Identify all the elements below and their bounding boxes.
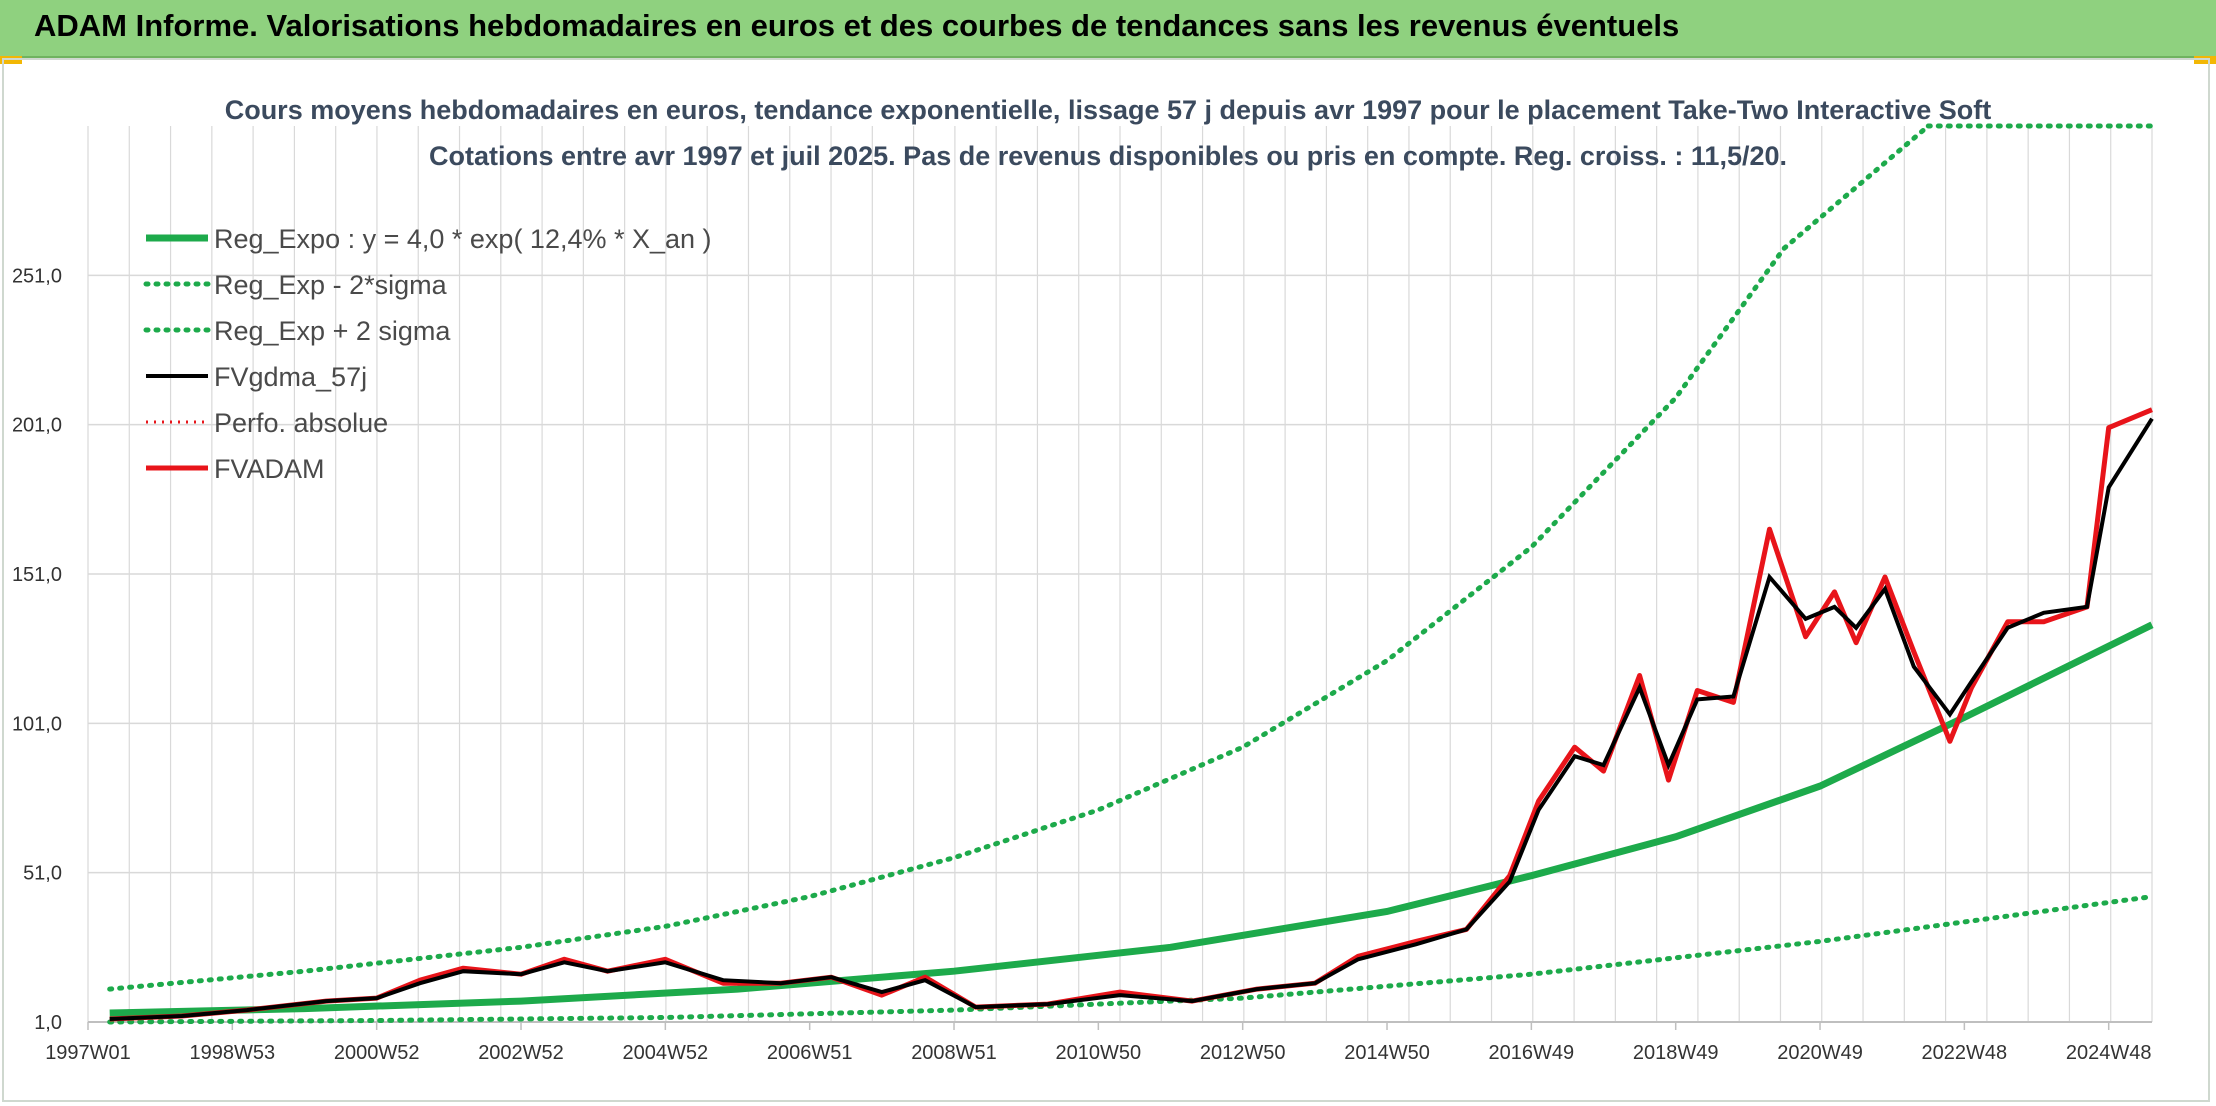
x-tick-label: 2004W52: [623, 1042, 709, 1064]
series-line-0: [109, 621, 2154, 1017]
x-tick-label: 2012W50: [1200, 1042, 1286, 1064]
legend-label: FVgdma_57j: [214, 362, 367, 392]
x-tick-label: 2006W51: [767, 1042, 853, 1064]
corner-marker: [0, 56, 22, 64]
x-tick-label: 2010W50: [1056, 1042, 1142, 1064]
series-line-2: [107, 123, 1931, 992]
series-line-1: [107, 894, 2155, 1025]
x-tick-label: 2014W50: [1344, 1042, 1430, 1064]
series-line-3: [109, 417, 2154, 1021]
y-tick-label: 151,0: [12, 564, 62, 586]
legend: Reg_Expo : y = 4,0 * exp( 12,4% * X_an )…: [143, 224, 712, 484]
grid: [87, 126, 2153, 1023]
y-tick-label: 251,0: [12, 265, 62, 287]
x-tick-label: 2024W48: [2066, 1042, 2152, 1064]
legend-label: Reg_Exp - 2*sigma: [214, 270, 448, 300]
x-tick-label: 2020W49: [1777, 1042, 1863, 1064]
series-group: [107, 123, 2155, 1025]
x-tick-label: 2000W52: [334, 1042, 420, 1064]
report-header: ADAM Informe. Valorisations hebdomadaire…: [0, 0, 2216, 58]
x-tick-label: 2022W48: [1922, 1042, 2008, 1064]
report-title: ADAM Informe. Valorisations hebdomadaire…: [34, 8, 1680, 43]
x-tick-label: 2016W49: [1489, 1042, 1575, 1064]
y-tick-label: 1,0: [34, 1012, 62, 1034]
corner-marker: [2194, 56, 2216, 64]
x-tick-label: 1998W53: [190, 1042, 276, 1064]
y-tick-label: 201,0: [12, 415, 62, 437]
y-tick-label: 101,0: [12, 713, 62, 735]
x-tick-label: 1997W01: [45, 1042, 131, 1064]
legend-label: Reg_Exp + 2 sigma: [214, 316, 451, 346]
x-axis: 1997W01 1998W53 2000W52 2002W52 2004W52 2006W…: [45, 1022, 2152, 1064]
y-tick-label: 51,0: [23, 863, 62, 885]
x-tick-label: 2002W52: [478, 1042, 564, 1064]
chart-title: Cours moyens hebdomadaires en euros, ten…: [225, 95, 1992, 125]
legend-label: Reg_Expo : y = 4,0 * exp( 12,4% * X_an ): [214, 224, 712, 254]
chart-frame: [2, 58, 2210, 1102]
series-line-5: [109, 407, 2153, 1022]
x-tick-label: 2018W49: [1633, 1042, 1719, 1064]
legend-label: FVADAM: [214, 454, 325, 484]
chart-subtitle: Cotations entre avr 1997 et juil 2025. P…: [429, 141, 1787, 171]
y-axis: 1,0 51,0 101,0 151,0 201,0 251,0: [12, 265, 62, 1034]
legend-label: Perfo. absolue: [214, 408, 388, 438]
x-tick-label: 2008W51: [911, 1042, 997, 1064]
